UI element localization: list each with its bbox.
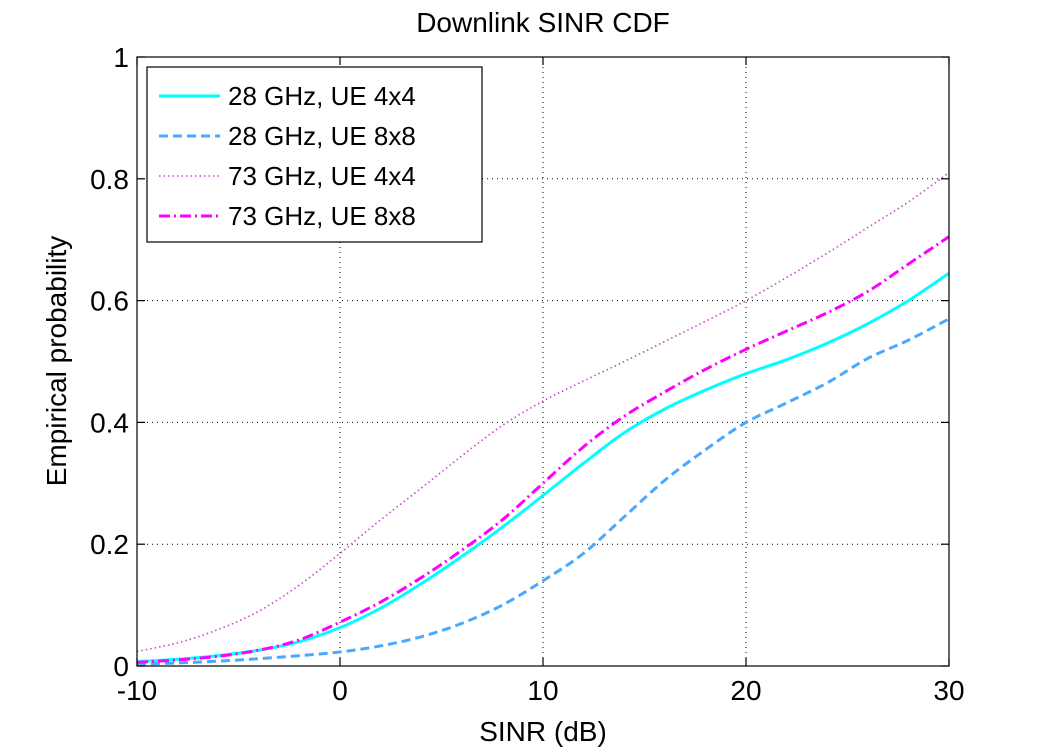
legend: 28 GHz, UE 4x4 28 GHz, UE 8x8 73 GHz, UE 4… (146, 66, 483, 243)
x-tick-label: 20 (730, 675, 761, 706)
y-axis-label: Empirical probability (41, 236, 72, 487)
legend-label-3: 73 GHz, UE 4x4 (228, 161, 416, 191)
x-axis-label: SINR (dB) (479, 716, 607, 747)
legend-label-1: 28 GHz, UE 4x4 (228, 81, 416, 111)
y-tick-label: 0.4 (90, 407, 129, 438)
x-tick-label: -10 (117, 675, 157, 706)
series-layer (136, 172, 950, 666)
legend-label-2: 28 GHz, UE 8x8 (228, 121, 416, 151)
x-tick-label: 10 (527, 675, 558, 706)
series-line-3 (136, 172, 950, 653)
y-tick-label: 0.2 (90, 529, 129, 560)
y-tick-label: 0.8 (90, 164, 129, 195)
x-tick-label: 0 (332, 675, 348, 706)
series-line-2 (136, 317, 950, 666)
x-tick-label: 30 (933, 675, 964, 706)
y-tick-label: 1 (113, 42, 129, 73)
series-line-4 (136, 235, 950, 664)
y-tick-label: 0 (113, 651, 129, 682)
legend-label-4: 73 GHz, UE 8x8 (228, 201, 416, 231)
y-tick-label: 0.6 (90, 286, 129, 317)
chart-title: Downlink SINR CDF (416, 7, 670, 38)
